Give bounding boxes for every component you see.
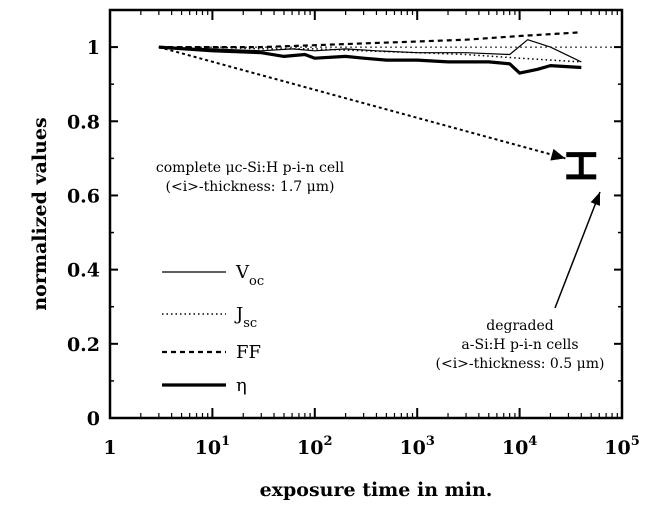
series-line-1 — [158, 46, 582, 63]
pointer-arrow-line — [554, 191, 601, 309]
series-group — [158, 31, 582, 75]
series-line-0 — [158, 39, 582, 63]
x-tick-base: 1 — [103, 437, 116, 459]
annotations: complete μc-Si:H p-i-n cell (<i>-thicknes… — [156, 46, 605, 372]
legend-label-2: FF — [236, 342, 261, 363]
legend-name: η — [236, 375, 247, 396]
annotation-degraded-line-2: a-Si:H p-i-n cells — [461, 337, 578, 353]
legend-label-1: Jsc — [234, 304, 257, 331]
x-tick-exponent: 4 — [528, 434, 537, 449]
legend-subscript: oc — [249, 274, 264, 289]
y-axis-label: normalized values — [29, 117, 51, 310]
x-tick-label: 105 — [604, 434, 640, 459]
x-tick-label: 101 — [195, 434, 231, 459]
legend: Voc Jsc FF η — [162, 262, 264, 396]
x-axis-label: exposure time in min. — [260, 479, 493, 501]
y-tick-label: 0 — [87, 408, 100, 430]
legend-label-3: η — [236, 375, 247, 396]
trend-arrow-line — [158, 46, 566, 160]
x-tick-exponent: 5 — [631, 434, 640, 449]
y-tick-label: 1 — [87, 37, 100, 59]
annotation-degraded-line-1: degraded — [486, 318, 553, 334]
trend-arrow-head — [550, 148, 566, 161]
annotation-complete-line-2: (<i>-thickness: 1.7 μm) — [166, 179, 335, 195]
x-tick-exponent: 2 — [324, 434, 333, 449]
x-tick-base: 10 — [399, 437, 425, 459]
annotation-degraded-line-3: (<i>-thickness: 0.5 μm) — [436, 356, 605, 372]
x-tick-exponent: 3 — [426, 434, 435, 449]
plot-frame — [108, 8, 624, 420]
annotation-complete-line-1: complete μc-Si:H p-i-n cell — [156, 160, 345, 176]
legend-name: J — [234, 304, 243, 325]
x-tick-base: 10 — [604, 437, 630, 459]
legend-name: FF — [236, 342, 261, 363]
y-tick-label: 0.2 — [67, 334, 100, 356]
x-tick-exponent: 1 — [221, 434, 230, 449]
x-tick-base: 10 — [502, 437, 528, 459]
y-tick-label: 0.4 — [67, 260, 100, 282]
series-line-3 — [158, 45, 582, 75]
y-tick-label: 0.6 — [67, 185, 100, 207]
y-tick-label: 0.8 — [67, 111, 100, 133]
pointer-arrow-head — [590, 192, 600, 206]
x-tick-label: 1 — [103, 437, 116, 459]
x-tick-base: 10 — [195, 437, 221, 459]
x-tick-base: 10 — [297, 437, 323, 459]
legend-label-0: Voc — [235, 262, 264, 289]
x-tick-label: 104 — [502, 434, 538, 459]
series-line-2 — [158, 31, 582, 49]
x-tick-label: 102 — [297, 434, 333, 459]
legend-name: V — [235, 262, 250, 283]
legend-subscript: sc — [243, 316, 257, 331]
x-tick-label: 103 — [399, 434, 435, 459]
